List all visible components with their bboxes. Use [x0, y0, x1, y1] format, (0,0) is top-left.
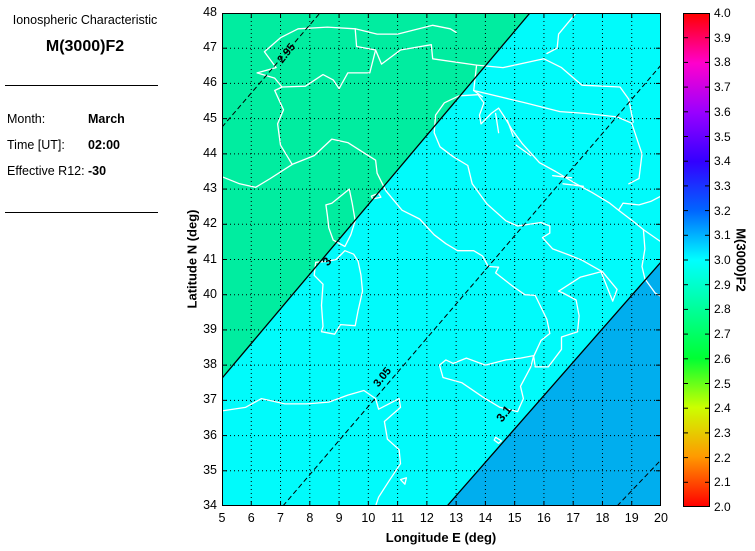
y-tick-label-40: 40 — [203, 286, 217, 301]
colorbar-tick-label-2.4: 2.4 — [714, 401, 731, 416]
border-switzerland-italy — [281, 49, 377, 90]
y-tick-label-42: 42 — [203, 216, 217, 231]
y-tick-label-48: 48 — [203, 5, 217, 19]
y-tick-label-45: 45 — [203, 110, 217, 125]
island-croatia-3 — [515, 144, 532, 157]
contour-line-2.95 — [222, 13, 321, 128]
x-tick-label-16: 16 — [536, 511, 551, 525]
time-value: 02:00 — [88, 138, 120, 152]
colorbar-tick-label-2.3: 2.3 — [714, 425, 731, 440]
border-slovenia-croatia — [473, 89, 633, 124]
y-tick-label-43: 43 — [203, 181, 217, 196]
y-tick-label-36: 36 — [203, 427, 217, 442]
island-elba — [370, 192, 382, 200]
colorbar-tick-label-3.3: 3.3 — [714, 178, 731, 193]
y-tick-label-37: 37 — [203, 392, 217, 407]
border-montenegro-albania — [617, 195, 661, 211]
border-germany-austria — [354, 24, 457, 35]
x-axis-title: Longitude E (deg) — [385, 530, 497, 545]
info-row-time: Time [UT]: 02:00 — [7, 138, 120, 152]
time-label: Time [UT]: — [7, 138, 65, 152]
island-croatia-1 — [494, 112, 500, 134]
colorbar-tick-label-3.0: 3.0 — [714, 253, 731, 267]
y-tick-label-38: 38 — [203, 357, 217, 372]
colorbar-tick-label-3.2: 3.2 — [714, 203, 731, 218]
border-albania-inner — [642, 228, 661, 243]
x-tick-label-10: 10 — [361, 511, 376, 525]
colorbar-tick-label-3.7: 3.7 — [714, 80, 731, 95]
colorbar-tick-label-2.0: 2.0 — [714, 500, 731, 514]
border-bosnia-serbia — [628, 122, 643, 185]
colorbar-tick-label-3.9: 3.9 — [714, 30, 731, 45]
x-tick-label-20: 20 — [654, 511, 668, 525]
filled-band-2.9-3.0 — [222, 13, 530, 379]
island-croatia-4 — [552, 175, 573, 179]
r12-value: -30 — [88, 164, 107, 178]
island-sardinia — [313, 250, 364, 335]
border-austria-hungary — [546, 13, 577, 55]
x-tick-label-12: 12 — [419, 511, 434, 525]
characteristic-name: M(3000)F2 — [45, 38, 125, 55]
island-croatia-2 — [506, 119, 514, 137]
x-tick-label-14: 14 — [478, 511, 493, 525]
island-kerkennah — [399, 477, 408, 485]
y-tick-label-46: 46 — [203, 75, 217, 90]
y-tick-label-47: 47 — [203, 40, 217, 55]
coast-north-africa — [222, 389, 402, 506]
colorbar-tick-label-2.8: 2.8 — [714, 302, 731, 317]
island-corsica — [325, 188, 356, 248]
x-tick-label-8: 8 — [306, 511, 314, 525]
border-alps — [256, 26, 484, 166]
colorbar-tick-label-3.5: 3.5 — [714, 129, 731, 144]
contour-line-3.05 — [282, 64, 661, 506]
colorbar-tick-label-2.7: 2.7 — [714, 327, 731, 342]
map-plot-area: 2.95 3 3.05 3.1 — [222, 13, 661, 506]
island-croatia-5 — [562, 183, 585, 187]
colorbar-tick-label-3.4: 3.4 — [714, 154, 731, 169]
contour-line-3.15 — [616, 459, 661, 506]
x-tick-label-13: 13 — [449, 511, 464, 525]
colorbar-tick-label-2.6: 2.6 — [714, 351, 731, 366]
month-value: March — [88, 112, 125, 126]
x-tick-label-19: 19 — [624, 511, 639, 525]
colorbar-ticks — [684, 13, 709, 507]
r12-label: Effective R12: — [7, 164, 85, 178]
plot-border — [222, 13, 661, 506]
x-tick-label-5: 5 — [218, 511, 226, 525]
colorbar-tick-label-2.1: 2.1 — [714, 475, 731, 490]
coast-mediterranean-italy — [222, 94, 618, 368]
x-tick-label-18: 18 — [595, 511, 610, 525]
colorbar-tick-label-2.2: 2.2 — [714, 450, 731, 465]
colorbar-tick-label-4.0: 4.0 — [714, 6, 731, 20]
x-tick-label-11: 11 — [391, 511, 405, 525]
x-tick-label-15: 15 — [507, 511, 522, 525]
y-tick-label-44: 44 — [203, 145, 217, 160]
y-tick-label-34: 34 — [203, 498, 217, 512]
y-tick-label-35: 35 — [203, 462, 217, 477]
x-tick-label-6: 6 — [247, 511, 255, 525]
contour-line-3 — [222, 13, 531, 379]
x-tick-label-7: 7 — [277, 511, 284, 525]
x-tick-label-17: 17 — [566, 511, 581, 525]
panel-title: Ionospheric Characteristic — [12, 13, 158, 27]
colorbar-tick-label-2.5: 2.5 — [714, 376, 731, 391]
y-tick-label-39: 39 — [203, 321, 217, 336]
border-austria-east — [475, 58, 634, 123]
colorbar-tick-label-3.6: 3.6 — [714, 104, 731, 119]
divider-top — [5, 85, 158, 86]
info-row-month: Month: March — [7, 112, 125, 126]
info-row-r12: Effective R12: -30 — [7, 164, 106, 178]
month-label: Month: — [7, 112, 46, 126]
colorbar-tick-label-2.9: 2.9 — [714, 277, 731, 292]
colorbar-tick-label-3.8: 3.8 — [714, 55, 731, 70]
contour-line-3.1 — [446, 261, 661, 506]
y-tick-label-41: 41 — [203, 251, 217, 266]
x-tick-label-9: 9 — [335, 511, 343, 525]
island-malta — [493, 436, 503, 444]
island-sicily — [438, 354, 535, 413]
colorbar-tick-label-3.1: 3.1 — [714, 228, 731, 243]
divider-bottom — [5, 212, 158, 213]
